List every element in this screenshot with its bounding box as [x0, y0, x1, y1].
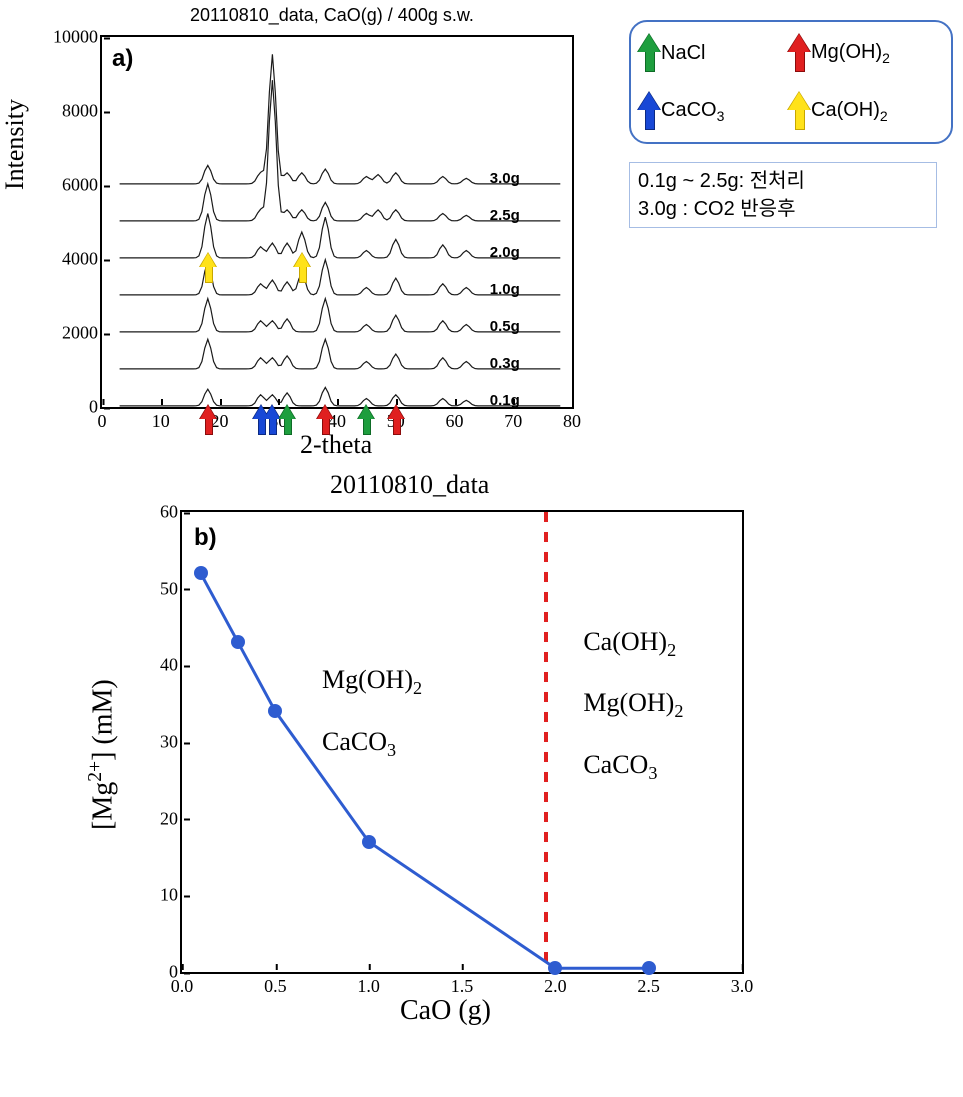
red-arrow-icon — [319, 405, 331, 435]
chart-b-xtick: 0.5 — [264, 972, 287, 997]
data-point — [194, 566, 208, 580]
chart-a-ytick: 8000 — [62, 101, 102, 122]
chart-a-ytick: 2000 — [62, 323, 102, 344]
chart-b-xtick: 2.5 — [637, 972, 660, 997]
series-label: 3.0g — [490, 170, 520, 187]
chart-b: 20110810_data [Mg2+] (mM) CaO (g) b) 010… — [50, 480, 790, 1040]
side-panel: NaCl Mg(OH)2 CaCO3 Ca(OH)2 0.1g ~ 2.5g: 전처리… — [629, 10, 953, 228]
annotation-text: Mg(OH)2 — [322, 665, 422, 699]
chart-a-ytick: 10000 — [53, 27, 102, 48]
series-label: 0.1g — [490, 392, 520, 409]
yellow-arrow-icon — [202, 253, 214, 283]
data-point — [642, 961, 656, 975]
legend-item: Mg(OH)2 — [791, 34, 941, 72]
chart-a-ytick: 6000 — [62, 175, 102, 196]
legend-item: Ca(OH)2 — [791, 92, 941, 130]
legend-item: NaCl — [641, 34, 791, 72]
chart-b-title: 20110810_data — [330, 470, 489, 500]
chart-b-ylabel: [Mg2+] (mM) — [85, 679, 119, 830]
figure-container: Intensity 20110810_data, CaO(g) / 400g s… — [10, 10, 953, 1040]
data-point — [548, 961, 562, 975]
series-label: 1.0g — [490, 281, 520, 298]
legend-label: CaCO3 — [661, 99, 724, 124]
chart-b-ytick: 60 — [160, 502, 182, 523]
yellow-arrow-icon — [791, 92, 807, 130]
series-label: 0.3g — [490, 355, 520, 372]
legend-label: NaCl — [661, 42, 705, 65]
spectrum-line — [120, 80, 561, 221]
chart-b-ytick: 30 — [160, 732, 182, 753]
chart-b-xtick: 0.0 — [171, 972, 194, 997]
chart-a-xtick: 80 — [563, 407, 581, 432]
chart-b-xlabel: CaO (g) — [400, 995, 491, 1027]
chart-b-xtick: 3.0 — [731, 972, 754, 997]
green-arrow-icon — [360, 405, 372, 435]
data-line — [201, 573, 649, 968]
legend-box: NaCl Mg(OH)2 CaCO3 Ca(OH)2 — [629, 20, 953, 144]
chart-a-ytick: 4000 — [62, 249, 102, 270]
chart-b-ytick: 50 — [160, 578, 182, 599]
red-arrow-icon — [791, 34, 807, 72]
blue-arrow-icon — [266, 405, 278, 435]
chart-b-plot: b) 01020304050600.00.51.01.52.02.53.0Mg(… — [180, 510, 744, 974]
annotation-text: Ca(OH)2 — [583, 627, 676, 661]
green-arrow-icon — [641, 34, 657, 72]
blue-arrow-icon — [641, 92, 657, 130]
chart-a-xtick: 10 — [152, 407, 170, 432]
chart-b-ytick: 20 — [160, 808, 182, 829]
legend-item: CaCO3 — [641, 92, 791, 130]
red-arrow-icon — [202, 405, 214, 435]
chart-b-svg — [182, 512, 742, 972]
chart-b-xtick: 1.5 — [451, 972, 474, 997]
chart-a-ylabel: Intensity — [0, 99, 30, 190]
annotation-text: Mg(OH)2 — [583, 688, 683, 722]
data-point — [362, 835, 376, 849]
chart-b-xtick: 1.0 — [357, 972, 380, 997]
yellow-arrow-icon — [296, 253, 308, 283]
red-arrow-icon — [390, 405, 402, 435]
green-arrow-icon — [281, 405, 293, 435]
annotation-text: CaCO3 — [583, 750, 657, 784]
chart-a-xtick: 70 — [504, 407, 522, 432]
chart-b-xtick: 2.0 — [544, 972, 567, 997]
spectrum-line — [120, 54, 561, 184]
chart-a-xtick: 0 — [98, 407, 107, 432]
series-label: 0.5g — [490, 318, 520, 335]
chart-b-ytick: 10 — [160, 885, 182, 906]
data-point — [268, 704, 282, 718]
series-label: 2.5g — [490, 207, 520, 224]
chart-a-plot: a) 0200040006000800010000010203040506070… — [100, 35, 574, 409]
chart-a: Intensity 20110810_data, CaO(g) / 400g s… — [10, 10, 619, 470]
data-point — [231, 635, 245, 649]
chart-b-ytick: 40 — [160, 655, 182, 676]
series-label: 2.0g — [490, 244, 520, 261]
annotation-text: CaCO3 — [322, 727, 396, 761]
chart-a-title: 20110810_data, CaO(g) / 400g s.w. — [190, 5, 474, 26]
legend-label: Ca(OH)2 — [811, 99, 888, 124]
legend-label: Mg(OH)2 — [811, 41, 890, 66]
chart-a-xtick: 60 — [446, 407, 464, 432]
note-line1: 0.1g ~ 2.5g: 전처리 — [638, 167, 928, 195]
note-line2: 3.0g : CO2 반응후 — [638, 195, 928, 223]
note-box: 0.1g ~ 2.5g: 전처리 3.0g : CO2 반응후 — [629, 162, 937, 228]
chart-a-row: Intensity 20110810_data, CaO(g) / 400g s… — [10, 10, 953, 470]
